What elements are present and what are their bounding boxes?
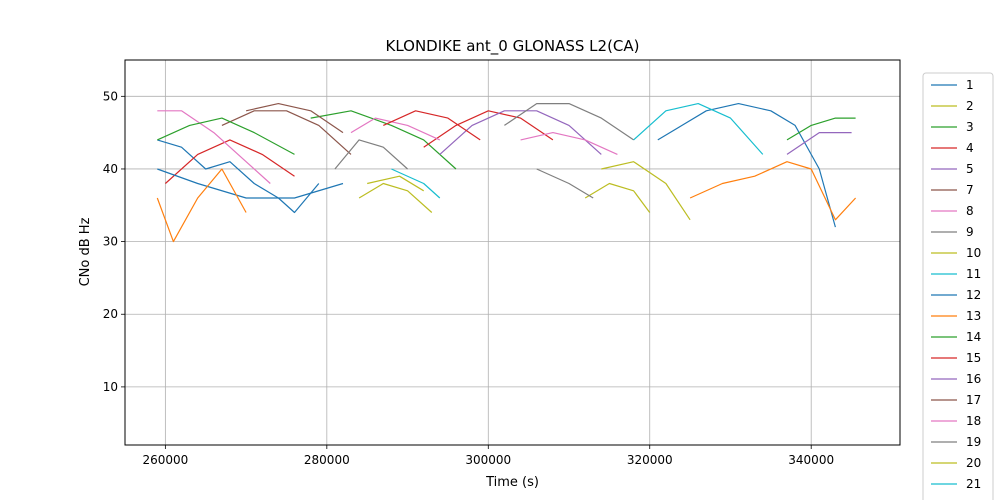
series-line-2 — [584, 182, 651, 213]
legend-label-19: 19 — [966, 435, 981, 449]
legend-label-14: 14 — [966, 330, 981, 344]
series-20 — [367, 175, 425, 192]
legend-label-1: 1 — [966, 78, 974, 92]
series-line-13 — [689, 161, 857, 221]
series-line-13 — [156, 168, 247, 243]
series-line-14 — [157, 117, 295, 155]
x-axis-label: Time (s) — [485, 475, 539, 490]
legend-label-17: 17 — [966, 393, 981, 407]
series-line-16 — [786, 132, 852, 155]
series-21 — [391, 168, 441, 199]
series-layer — [156, 102, 857, 243]
series-1 — [157, 102, 836, 228]
legend-label-13: 13 — [966, 309, 981, 323]
legend-label-20: 20 — [966, 456, 981, 470]
series-17 — [245, 102, 344, 134]
y-tick-label: 20 — [103, 307, 118, 321]
series-line-18 — [520, 132, 618, 155]
legend-label-11: 11 — [966, 267, 981, 281]
chart-title: KLONDIKE ant_0 GLONASS L2(CA) — [385, 37, 639, 56]
legend-label-21: 21 — [966, 477, 981, 491]
series-line-2 — [358, 182, 433, 213]
series-4 — [164, 110, 554, 184]
legend-label-18: 18 — [966, 414, 981, 428]
legend-label-12: 12 — [966, 288, 981, 302]
legend-label-3: 3 — [966, 120, 974, 134]
series-2 — [358, 182, 651, 213]
x-tick-label: 260000 — [142, 453, 188, 467]
series-line-11 — [633, 102, 764, 155]
legend-label-10: 10 — [966, 246, 981, 260]
legend-label-16: 16 — [966, 372, 981, 386]
series-19 — [536, 168, 594, 199]
series-line-7 — [221, 110, 352, 155]
legend-label-4: 4 — [966, 141, 974, 155]
legend-label-overflow: 22 — [966, 498, 981, 500]
series-line-20 — [367, 175, 425, 192]
series-line-19 — [536, 168, 594, 199]
series-line-4 — [423, 110, 554, 148]
plot-frame — [124, 59, 901, 446]
series-line-17 — [245, 102, 344, 134]
series-13 — [156, 161, 857, 243]
legend-label-8: 8 — [966, 204, 974, 218]
series-line-21 — [391, 168, 441, 199]
legend-label-5: 5 — [966, 162, 974, 176]
y-tick-label: 30 — [103, 235, 118, 249]
series-7 — [221, 110, 352, 155]
legend-label-2: 2 — [966, 99, 974, 113]
series-line-9 — [504, 102, 634, 141]
y-tick-label: 10 — [103, 380, 118, 394]
y-tick-label: 50 — [103, 89, 118, 103]
series-14 — [157, 117, 295, 155]
series-line-1 — [657, 102, 836, 228]
series-15 — [383, 110, 481, 141]
x-tick-label: 340000 — [788, 453, 834, 467]
series-16 — [786, 132, 852, 155]
series-11 — [633, 102, 764, 155]
series-line-9 — [334, 139, 409, 170]
legend-label-7: 7 — [966, 183, 974, 197]
series-18 — [520, 132, 618, 155]
y-tick-label: 40 — [103, 162, 118, 176]
series-line-15 — [383, 110, 481, 141]
series-12 — [157, 168, 344, 199]
series-line-4 — [164, 139, 295, 184]
legend-label-15: 15 — [966, 351, 981, 365]
y-axis-label: CNo dB Hz — [78, 217, 93, 286]
legend-box — [922, 72, 994, 500]
plot-background — [125, 60, 900, 445]
series-9 — [334, 102, 634, 170]
ticks: 260000 280000 300000 320000 340000 10 20 30 40 50 — [103, 89, 834, 467]
x-tick-label: 300000 — [465, 453, 511, 467]
legend-label-9: 9 — [966, 225, 974, 239]
series-line-3 — [786, 117, 856, 141]
x-tick-label: 280000 — [304, 453, 350, 467]
x-tick-label: 320000 — [627, 453, 673, 467]
series-line-1 — [157, 139, 320, 214]
series-line-12 — [157, 168, 344, 199]
series-line-10 — [601, 161, 691, 221]
series-line-3 — [310, 110, 457, 170]
series-10 — [601, 161, 691, 221]
series-3 — [310, 110, 856, 170]
series-line-8 — [157, 110, 271, 184]
legend: 1234578910111213141516171819202122 — [922, 72, 994, 500]
